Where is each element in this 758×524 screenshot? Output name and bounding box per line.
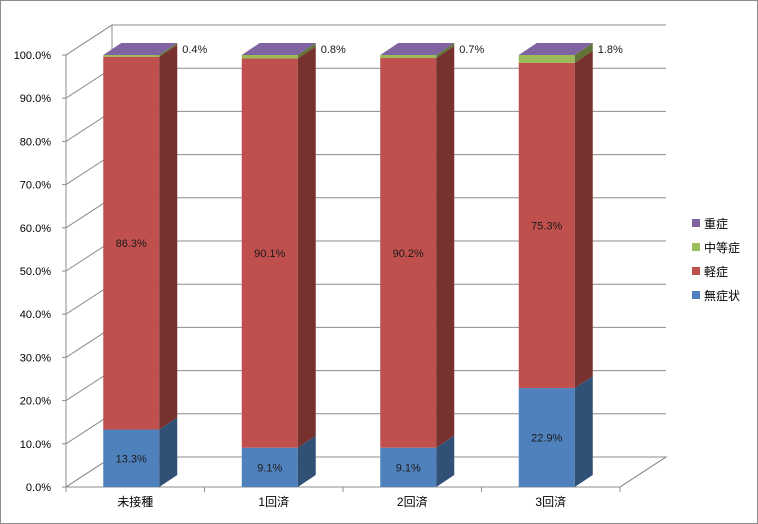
x-tick-label: 2回済 (397, 494, 428, 509)
data-label: 75.3% (531, 220, 562, 232)
gridline (65, 24, 666, 56)
bar-segment (380, 435, 455, 487)
bar-segment (518, 50, 593, 389)
legend-swatch (692, 219, 700, 227)
data-label: 9.1% (257, 462, 282, 474)
y-tick-label: 40.0% (20, 309, 51, 321)
legend-label: 中等症 (704, 240, 740, 255)
y-tick-label: 0.0% (26, 482, 51, 494)
legend-label: 軽症 (704, 264, 728, 279)
data-label: 0.7% (459, 44, 484, 56)
bar-top (380, 43, 455, 55)
bar-segment (103, 44, 178, 430)
bars (103, 43, 593, 487)
bar-segment (241, 435, 316, 487)
data-label: 1.8% (598, 44, 623, 56)
data-label: 22.9% (531, 433, 562, 445)
x-tick-label: 1回済 (258, 494, 289, 509)
y-tick-label: 20.0% (20, 396, 51, 408)
x-tick-label: 未接種 (117, 494, 153, 509)
bar-segment (241, 46, 316, 448)
data-labels: 13.3% 86.3% 0.4% 9.1% 90.1% 0.8% 9.1% 90.2% 0.7%… (116, 44, 623, 474)
bar-segment (103, 43, 178, 57)
legend-item: 軽症 (692, 264, 728, 279)
legend-swatch (692, 267, 700, 275)
data-label: 0.4% (182, 44, 207, 56)
data-label: 13.3% (116, 453, 147, 465)
bar-segment (380, 46, 455, 448)
y-tick-label: 30.0% (20, 352, 51, 364)
data-label: 90.1% (254, 248, 285, 260)
y-tick-label: 90.0% (20, 93, 51, 105)
legend-item: 重症 (692, 216, 728, 231)
data-label: 0.8% (321, 44, 346, 56)
legend-label: 無症状 (704, 288, 740, 303)
data-label: 86.3% (116, 238, 147, 250)
y-tick-label: 50.0% (20, 266, 51, 278)
data-label: 90.2% (393, 248, 424, 260)
bar-segment (241, 43, 316, 59)
bar-segment (380, 43, 455, 59)
y-tick-label: 70.0% (20, 180, 51, 192)
bar-segment (518, 43, 593, 63)
y-tick-label: 10.0% (20, 439, 51, 451)
y-tick-label: 80.0% (20, 136, 51, 148)
legend-swatch (692, 291, 700, 299)
legend-label: 重症 (704, 216, 728, 231)
bar-segment (103, 417, 178, 487)
x-tick-label: 3回済 (535, 494, 566, 509)
y-tick-label: 100.0% (14, 50, 52, 62)
legend-item: 中等症 (692, 240, 740, 255)
y-tick-label: 60.0% (20, 223, 51, 235)
bar-segment (518, 376, 593, 487)
y-tick-labels: 0.0% 10.0% 20.0% 30.0% 40.0% 50.0% 60.0% 70.0% 8… (14, 50, 66, 494)
bar-top (518, 43, 593, 55)
bar-top (241, 43, 316, 55)
x-tick-labels: 未接種 1回済 2回済 3回済 (65, 487, 621, 509)
data-label: 9.1% (396, 462, 421, 474)
legend-swatch (692, 243, 700, 251)
bar-top (103, 43, 178, 55)
legend-item: 無症状 (692, 288, 740, 303)
